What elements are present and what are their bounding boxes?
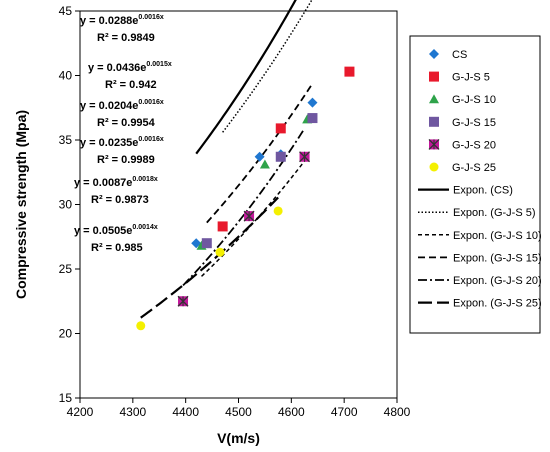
trend-equation: y = 0.0436e0.0015x: [88, 61, 172, 74]
legend-label: G-J-S 25: [452, 162, 496, 174]
legend-label: Expon. (G-J-S 10): [453, 230, 542, 242]
equation-base: y = 0.0436e: [88, 62, 146, 74]
trendline-4: [182, 127, 306, 287]
legend-label: Expon. (G-J-S 15): [453, 252, 542, 264]
trendline-0: [195, 0, 297, 155]
data-point: [217, 221, 228, 232]
series-4: [177, 151, 311, 307]
y-tick-label: 35: [59, 133, 73, 147]
data-point: [243, 210, 255, 222]
equation-base: y = 0.0288e: [80, 15, 138, 27]
equation-base: y = 0.0204e: [80, 100, 138, 112]
data-point: [307, 113, 318, 124]
data-point: [201, 238, 212, 249]
equation-exponent: 0.0015x: [146, 61, 171, 68]
equation-base: y = 0.0087e: [74, 177, 132, 189]
data-point: [136, 321, 146, 331]
x-tick-label: 4600: [278, 405, 305, 419]
series-3: [201, 113, 318, 249]
data-point: [275, 151, 286, 162]
legend-marker: [429, 116, 439, 127]
series-2: [196, 114, 313, 250]
x-tick-label: 4400: [172, 405, 199, 419]
y-tick-label: 45: [59, 4, 73, 18]
x-tick-label: 4700: [331, 405, 358, 419]
data-point: [275, 123, 286, 134]
legend-label: Expon. (CS): [453, 185, 513, 197]
legend-marker: [428, 138, 440, 150]
legend-marker: [429, 71, 439, 82]
equation-base: y = 0.0235e: [80, 137, 138, 149]
plot-area: [136, 0, 355, 331]
x-tick-label: 4300: [119, 405, 146, 419]
legend-marker: [429, 94, 439, 104]
trend-r-squared: R² = 0.9849: [97, 32, 155, 44]
series-1: [217, 66, 355, 232]
data-point: [299, 151, 311, 163]
x-tick-label: 4500: [225, 405, 252, 419]
legend-label: Expon. (G-J-S 5): [453, 207, 536, 219]
trend-equation: y = 0.0288e0.0016x: [80, 14, 164, 27]
data-point: [259, 159, 270, 169]
legend-label: G-J-S 5: [452, 72, 490, 84]
legend: CS G-J-S 5 G-J-S 10 G-J-S 15 G-J-S 20 G-J-S 2…: [409, 35, 542, 334]
data-point: [177, 295, 189, 307]
y-tick-label: 25: [59, 262, 73, 276]
legend-marker: [429, 49, 439, 59]
legend-label: CS: [452, 49, 467, 61]
data-point: [254, 151, 265, 162]
equation-exponent: 0.0016x: [138, 99, 163, 106]
y-tick-label: 30: [59, 198, 73, 212]
legend-box: [409, 35, 541, 334]
trendline-2: [201, 157, 308, 277]
y-tick-label: 20: [59, 327, 73, 341]
equation-exponent: 0.0016x: [138, 14, 163, 21]
legend-label: G-J-S 10: [452, 94, 496, 106]
trend-r-squared: R² = 0.9873: [91, 194, 149, 206]
y-tick-label: 40: [59, 69, 73, 83]
equation-exponent: 0.0018x: [132, 176, 157, 183]
equation-exponent: 0.0014x: [132, 224, 157, 231]
legend-label: G-J-S 20: [452, 139, 496, 151]
trend-equation: y = 0.0204e0.0016x: [80, 99, 164, 112]
trend-equation: y = 0.0505e0.0014x: [74, 224, 158, 237]
x-tick-label: 4200: [67, 405, 94, 419]
y-tick-label: 15: [59, 391, 73, 405]
x-tick-label: 4800: [384, 405, 411, 419]
data-point: [273, 206, 283, 216]
data-point: [191, 238, 202, 249]
data-point: [307, 97, 318, 108]
trendline-5: [140, 196, 279, 319]
legend-label: Expon. (G-J-S 25): [453, 298, 542, 310]
axes: 4200 4300 4400 4500 4600 4700 4800 15 20 25 30 35 40…: [13, 4, 411, 446]
y-axis-title: Compressive strength (Mpa): [13, 110, 29, 299]
trendline-1: [222, 0, 313, 133]
trend-equation: y = 0.0235e0.0016x: [80, 136, 164, 149]
trend-r-squared: R² = 0.9954: [97, 117, 156, 129]
trend-r-squared: R² = 0.9989: [97, 154, 155, 166]
x-axis-title: V(m/s): [217, 430, 260, 446]
series-5: [136, 206, 283, 331]
equation-exponent: 0.0016x: [138, 136, 163, 143]
trend-equation: y = 0.0087e0.0018x: [74, 176, 158, 189]
trend-r-squared: R² = 0.985: [91, 242, 143, 254]
trend-r-squared: R² = 0.942: [105, 79, 157, 91]
data-point: [344, 66, 355, 77]
data-point: [215, 247, 225, 257]
legend-label: G-J-S 15: [452, 117, 496, 129]
equation-base: y = 0.0505e: [74, 225, 132, 237]
legend-label: Expon. (G-J-S 20): [453, 275, 542, 287]
series-0: [191, 97, 318, 249]
legend-marker: [429, 162, 439, 172]
